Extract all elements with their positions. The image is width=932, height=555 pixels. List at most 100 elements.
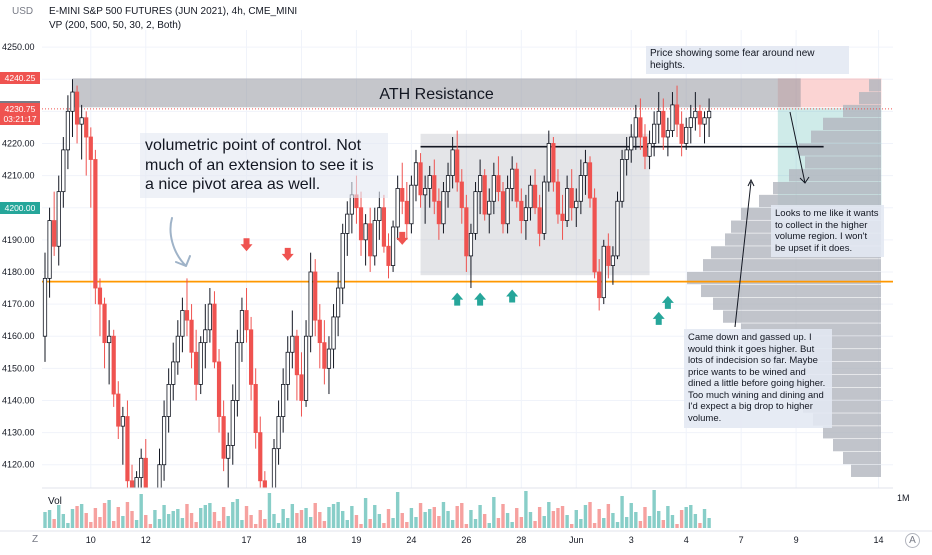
candle-body bbox=[601, 245, 606, 299]
candle bbox=[216, 349, 222, 433]
volume-bar bbox=[620, 496, 624, 528]
candle bbox=[111, 329, 116, 407]
candle bbox=[542, 175, 547, 240]
candle bbox=[230, 384, 235, 465]
volume-bar bbox=[551, 511, 556, 528]
x-tick-label: 12 bbox=[141, 535, 151, 545]
up-arrow-marker bbox=[506, 289, 519, 303]
volume-bar bbox=[478, 505, 482, 528]
candle bbox=[551, 137, 556, 192]
collect-note[interactable]: Looks to me like it wants to collect in … bbox=[771, 205, 884, 258]
candle bbox=[688, 104, 693, 144]
gassed-note[interactable]: Came down and gassed up. I would think i… bbox=[684, 329, 832, 428]
candle bbox=[56, 175, 61, 266]
price-tag: 4230.75 bbox=[0, 102, 40, 115]
candle bbox=[331, 304, 336, 369]
candle-body bbox=[555, 181, 561, 215]
x-tick-label: 28 bbox=[516, 535, 526, 545]
candle bbox=[381, 194, 387, 253]
candle bbox=[120, 406, 125, 465]
volume-bar bbox=[125, 502, 130, 528]
candle bbox=[345, 201, 350, 256]
candle bbox=[619, 149, 625, 208]
candle bbox=[624, 137, 629, 176]
candle-body bbox=[93, 159, 98, 289]
candle bbox=[423, 175, 428, 224]
volume-bar bbox=[446, 511, 450, 528]
candle-body bbox=[505, 188, 510, 225]
candle bbox=[116, 381, 121, 440]
candle bbox=[368, 207, 373, 272]
volume-bar bbox=[235, 499, 240, 528]
candle-body bbox=[491, 175, 496, 202]
poc-note[interactable]: volumetric point of control. Not much of… bbox=[140, 133, 388, 198]
candle bbox=[477, 159, 483, 215]
candle-body bbox=[368, 223, 373, 257]
candle-body bbox=[386, 245, 391, 266]
volume-bar bbox=[615, 522, 620, 528]
candle-body bbox=[468, 233, 474, 257]
candle bbox=[317, 304, 322, 369]
volume-bar bbox=[267, 493, 272, 528]
x-tick-label: 19 bbox=[351, 535, 361, 545]
volume-label: Vol bbox=[48, 496, 62, 507]
candle bbox=[510, 156, 515, 202]
volume-bar bbox=[395, 492, 400, 528]
candle-body bbox=[120, 416, 125, 427]
volume-bar bbox=[112, 521, 116, 528]
y-tick-label: 4150.00 bbox=[2, 363, 35, 373]
candle-body bbox=[97, 287, 103, 305]
currency-label: USD bbox=[12, 6, 34, 17]
candle bbox=[129, 464, 135, 488]
volume-bar bbox=[194, 522, 198, 528]
candle bbox=[377, 191, 382, 240]
candle bbox=[125, 400, 130, 488]
candle bbox=[638, 98, 643, 150]
candle-body bbox=[161, 416, 167, 466]
volume-bar bbox=[510, 522, 514, 528]
candle-body bbox=[670, 104, 675, 131]
candle-body bbox=[107, 335, 112, 344]
symbol-title[interactable]: E-MINI S&P 500 FUTURES (JUN 2021), 4h, C… bbox=[49, 6, 298, 17]
fear-note[interactable]: Price showing some fear around new heigh… bbox=[646, 46, 849, 75]
volume-bar bbox=[217, 521, 221, 528]
candle-body bbox=[418, 162, 423, 196]
candle-body bbox=[528, 184, 533, 209]
volume-bar bbox=[684, 507, 688, 528]
candle-body bbox=[322, 342, 327, 369]
candle bbox=[473, 182, 478, 240]
volume-bar bbox=[231, 502, 235, 528]
candle bbox=[661, 98, 666, 150]
indicator-legend[interactable]: VP (200, 500, 50, 30, 2, Both) bbox=[49, 20, 182, 31]
volume-bar bbox=[441, 502, 446, 528]
candle bbox=[226, 432, 231, 488]
candle-body bbox=[276, 416, 281, 450]
volume-bar bbox=[263, 519, 267, 528]
volume-profile-row bbox=[823, 117, 881, 130]
candle bbox=[546, 130, 551, 192]
candle-body bbox=[532, 184, 538, 209]
zoom-icon[interactable]: Z bbox=[32, 534, 39, 545]
candle bbox=[308, 252, 313, 353]
volume-profile-row bbox=[869, 79, 881, 92]
ath-band bbox=[72, 78, 801, 108]
volume-bar bbox=[588, 502, 592, 528]
auto-scale-icon[interactable]: A bbox=[905, 533, 920, 548]
up-arrow-marker bbox=[474, 292, 487, 306]
candle bbox=[358, 191, 364, 256]
candle-body bbox=[294, 335, 300, 376]
volume-bar bbox=[84, 513, 88, 528]
volume-bar bbox=[203, 505, 207, 528]
candle bbox=[203, 304, 208, 369]
candle bbox=[455, 130, 460, 192]
candle-body bbox=[656, 110, 661, 125]
candle-body bbox=[198, 342, 203, 385]
candle-body bbox=[111, 335, 116, 395]
candle-body bbox=[615, 200, 620, 257]
candle bbox=[166, 368, 171, 433]
candle bbox=[615, 191, 620, 260]
candle bbox=[93, 149, 98, 305]
volume-bar bbox=[377, 514, 382, 528]
candle-body bbox=[84, 117, 89, 138]
